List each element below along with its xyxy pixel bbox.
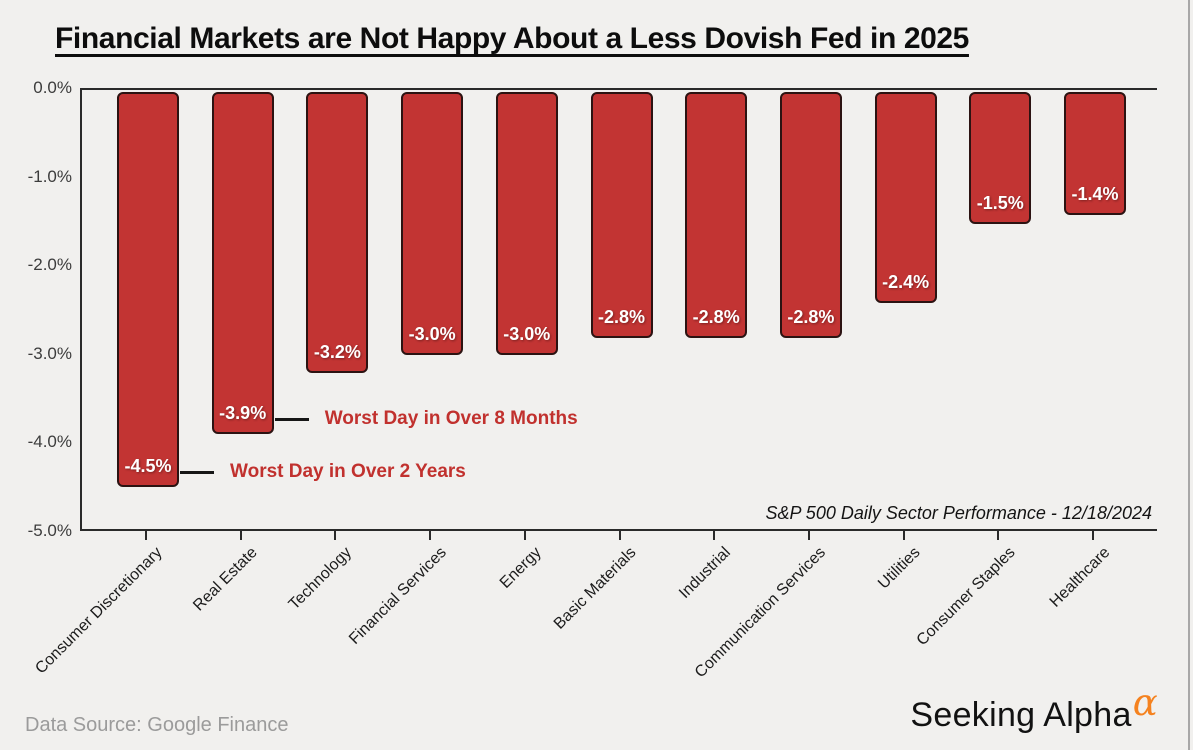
bar-value-label: -3.0% — [503, 324, 551, 345]
bar-consumer-staples: -1.5% — [969, 92, 1032, 224]
bar-value-label: -1.5% — [976, 192, 1024, 213]
bar-basic-materials: -2.8% — [590, 92, 653, 338]
bar-healthcare: -1.4% — [1064, 92, 1126, 215]
y-axis-label: -2.0% — [27, 255, 72, 275]
x-tick-mark — [145, 531, 147, 540]
image-right-edge-line — [1188, 0, 1190, 750]
x-axis-label: Energy — [496, 544, 545, 592]
bar-value-label: -3.9% — [219, 403, 267, 424]
x-tick-mark — [523, 531, 526, 540]
data-source-text: Data Source: Google Finance — [25, 714, 289, 736]
x-axis-label: Healthcare — [1046, 544, 1114, 611]
bar-financial-services: -3.0% — [401, 92, 464, 356]
x-tick-mark — [807, 531, 810, 540]
seeking-alpha-wordmark: Seeking Alpha — [910, 696, 1132, 734]
chart-subtitle-note: S&P 500 Daily Sector Performance - 12/18… — [765, 503, 1152, 523]
x-axis-label: Consumer Discretionary — [32, 544, 167, 678]
bar-real-estate: -3.9% — [211, 92, 274, 435]
y-axis-label: -3.0% — [27, 343, 72, 363]
x-axis-label: Utilities — [875, 544, 924, 593]
bar-value-label: -2.8% — [787, 306, 835, 327]
alpha-icon: α — [1132, 681, 1158, 724]
x-tick-mark — [902, 531, 905, 540]
x-tick-mark — [618, 531, 621, 540]
y-axis-label: -1.0% — [27, 166, 72, 186]
y-axis-label: 0.0% — [33, 78, 72, 97]
bar-utilities: -2.4% — [874, 92, 937, 303]
x-tick-mark — [997, 531, 1000, 540]
x-axis-label: Consumer Staples — [913, 544, 1019, 650]
bar-value-label: -2.8% — [597, 306, 646, 327]
bar-energy: -3.0% — [495, 92, 558, 356]
bar-communication-services: -2.8% — [779, 92, 842, 338]
x-tick-mark — [239, 531, 242, 540]
bar-consumer-discretionary: -4.5% — [117, 92, 179, 488]
bar-value-label: -2.8% — [692, 306, 740, 327]
bar-industrial: -2.8% — [685, 92, 748, 338]
seeking-alpha-logo: Seeking Alphaα — [910, 681, 1157, 735]
y-axis-label: -4.0% — [27, 432, 72, 452]
annotation-leader-line — [180, 471, 214, 475]
bars-layer: -4.5% -3.9% -3.2% -3.0% -3.0% -2.8% -2.8% -2.8%… — [84, 92, 1157, 527]
x-axis-label: Basic Materials — [550, 544, 640, 633]
bar-value-label: -2.4% — [882, 271, 930, 292]
bar-value-label: -3.2% — [313, 341, 361, 362]
bar-technology: -3.2% — [306, 92, 369, 373]
x-axis-label: Real Estate — [190, 544, 261, 615]
x-tick-mark — [334, 531, 337, 540]
x-axis-label: Industrial — [676, 544, 735, 602]
x-axis-label: Financial Services — [346, 544, 451, 648]
x-tick-mark — [429, 531, 432, 540]
bar-value-label: -3.0% — [408, 324, 456, 345]
annotation-text: Worst Day in Over 8 Months — [324, 408, 578, 430]
bar-value-label: -4.5% — [124, 456, 172, 477]
annotation-text: Worst Day in Over 2 Years — [230, 461, 466, 483]
x-axis-label: Technology — [286, 544, 356, 614]
chart-title: Financial Markets are Not Happy About a … — [55, 22, 969, 55]
annotation-leader-line — [274, 418, 309, 422]
y-axis-label: -5.0% — [27, 521, 72, 540]
bar-value-label: -1.4% — [1071, 183, 1119, 204]
x-tick-mark — [1092, 531, 1094, 540]
x-tick-mark — [713, 531, 716, 540]
plot-area: -4.5% -3.9% -3.2% -3.0% -3.0% -2.8% -2.8% -2.8%… — [80, 88, 1157, 531]
